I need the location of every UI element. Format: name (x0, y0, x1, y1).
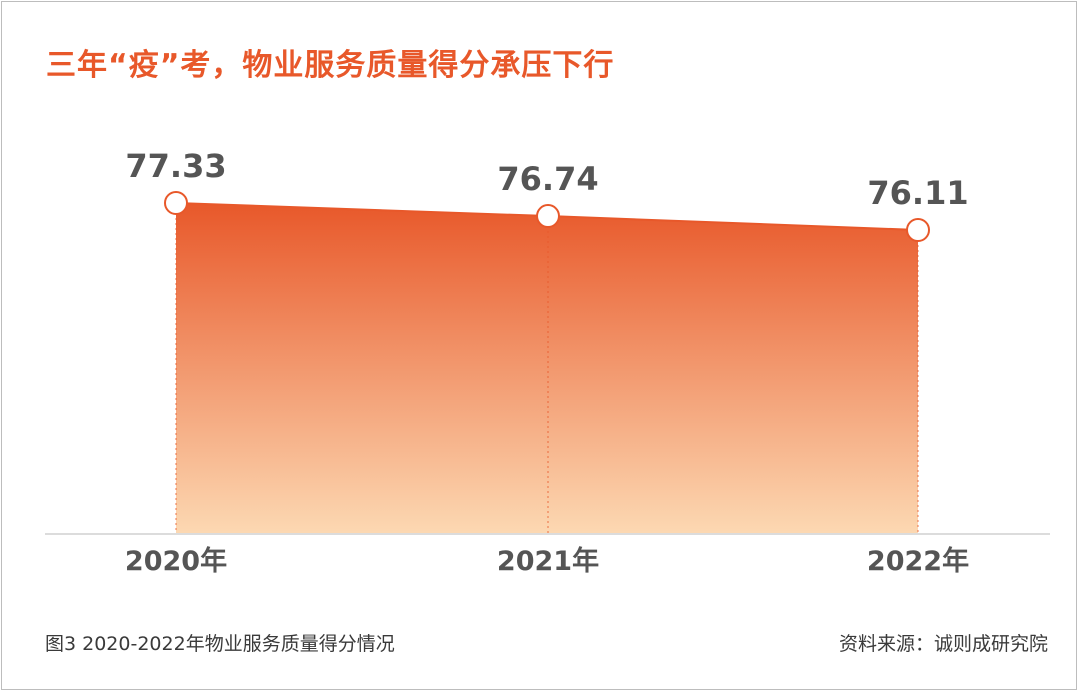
data-label-1: 76.74 (497, 160, 598, 198)
data-label-0: 77.33 (125, 147, 226, 185)
area-fill (176, 203, 918, 533)
x-tick-label-1: 2021年 (497, 545, 599, 577)
x-tick-label-2: 2022年 (867, 545, 969, 577)
source-note: 资料来源：诚则成研究院 (838, 633, 1048, 655)
data-point-2 (906, 218, 930, 242)
data-point-1 (536, 204, 560, 229)
data-label-2: 76.11 (867, 174, 968, 212)
chart-title: 三年“疫”考，物业服务质量得分承压下行 (46, 48, 615, 83)
x-tick-label-0: 2020年 (125, 545, 227, 577)
data-point-0 (164, 191, 188, 215)
figure-caption: 图3 2020-2022年物业服务质量得分情况 (45, 633, 395, 655)
